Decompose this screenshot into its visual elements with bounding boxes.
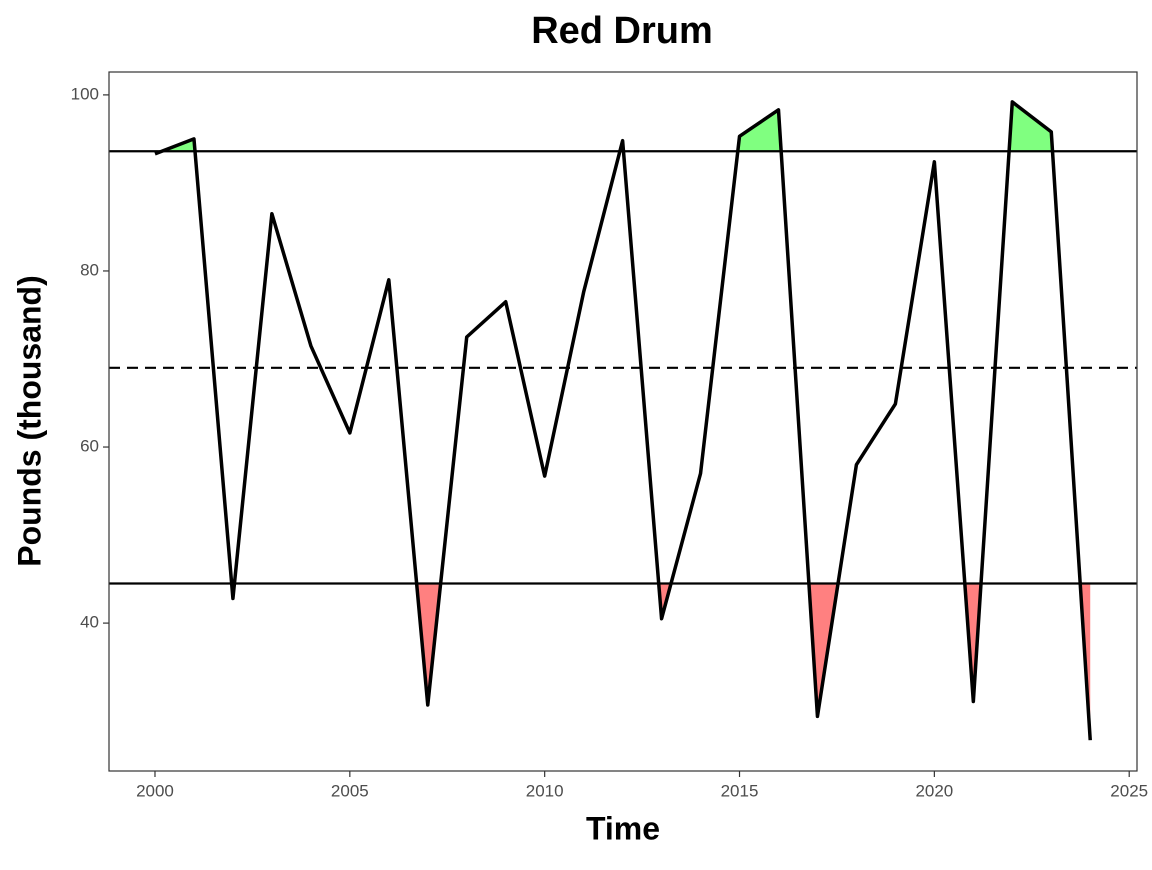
above-fill (161, 101, 1053, 152)
y-axis-label: Pounds (thousand) (11, 275, 47, 567)
x-tick-label: 2005 (331, 781, 369, 800)
y-tick-label: 80 (80, 260, 99, 279)
panel-border (108, 71, 1138, 772)
x-tick-label: 2025 (1110, 781, 1148, 800)
x-tick-label: 2015 (721, 781, 759, 800)
y-tick-label: 40 (80, 613, 99, 632)
x-axis-label: Time (586, 810, 660, 846)
data-line (154, 100, 1092, 741)
below-fill (154, 583, 1091, 741)
y-tick-label: 60 (80, 437, 99, 456)
x-tick-label: 2000 (136, 781, 174, 800)
chart-title: Red Drum (531, 10, 713, 52)
x-tick-label: 2020 (915, 781, 953, 800)
y-tick-label: 100 (71, 84, 99, 103)
x-tick-label: 2010 (526, 781, 564, 800)
